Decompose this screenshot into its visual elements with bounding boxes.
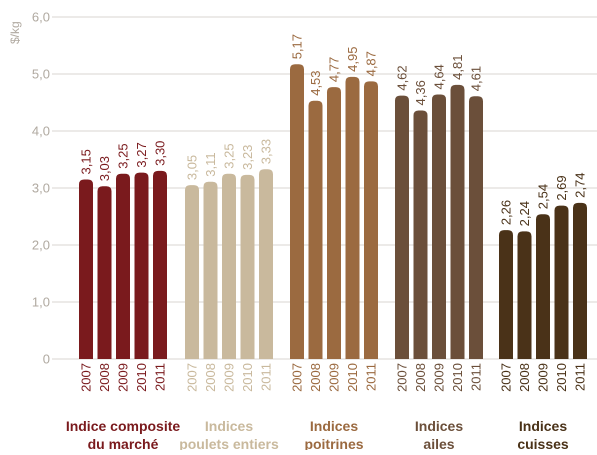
group-label: Indices bbox=[205, 418, 253, 434]
bar bbox=[185, 185, 199, 359]
bar bbox=[222, 173, 236, 359]
bar bbox=[116, 173, 130, 359]
data-label: 3,03 bbox=[97, 156, 112, 181]
group-label: Indices bbox=[415, 418, 463, 434]
bar bbox=[364, 81, 378, 359]
data-label: 3,05 bbox=[185, 155, 200, 180]
x-tick-label: 2011 bbox=[153, 363, 168, 391]
x-tick-label: 2009 bbox=[222, 363, 237, 392]
x-tick-label: 2009 bbox=[536, 363, 551, 392]
y-tick-label: 1,0 bbox=[32, 295, 50, 310]
x-tick-label: 2007 bbox=[395, 363, 410, 392]
bar bbox=[499, 230, 513, 359]
data-label: 4,61 bbox=[469, 66, 484, 91]
group-label: du marché bbox=[88, 436, 159, 450]
group-label: poulets entiers bbox=[179, 436, 279, 450]
data-label: 2,54 bbox=[536, 184, 551, 209]
bar bbox=[240, 174, 255, 359]
group-label: ailes bbox=[423, 436, 454, 450]
bar bbox=[345, 76, 360, 359]
bar bbox=[395, 95, 409, 359]
data-label: 4,64 bbox=[432, 64, 447, 89]
x-tick-label: 2011 bbox=[469, 363, 484, 391]
bar bbox=[536, 214, 550, 359]
x-tick-label: 2008 bbox=[413, 363, 428, 392]
bar bbox=[573, 202, 587, 359]
bar bbox=[97, 186, 112, 359]
group-label: Indices bbox=[519, 418, 567, 434]
data-label: 4,95 bbox=[345, 47, 360, 72]
x-tick-label: 2008 bbox=[203, 363, 218, 392]
y-tick-label: 4,0 bbox=[32, 124, 50, 139]
bar bbox=[203, 181, 218, 359]
data-label: 3,25 bbox=[116, 143, 131, 168]
bar bbox=[469, 96, 483, 359]
data-label: 3,11 bbox=[203, 152, 218, 176]
y-tick-label: 3,0 bbox=[32, 181, 50, 196]
x-tick-label: 2009 bbox=[432, 363, 447, 392]
data-label: 2,26 bbox=[499, 200, 514, 225]
data-label: 4,77 bbox=[327, 57, 342, 82]
x-tick-label: 2007 bbox=[290, 363, 305, 392]
x-tick-label: 2011 bbox=[364, 363, 379, 391]
y-tick-label: 5,0 bbox=[32, 67, 50, 82]
x-tick-label: 2011 bbox=[259, 363, 274, 391]
x-tick-label: 2007 bbox=[79, 363, 94, 392]
data-label: 4,53 bbox=[308, 70, 323, 95]
data-label: 3,23 bbox=[240, 145, 255, 170]
data-label: 3,33 bbox=[259, 139, 274, 164]
bar bbox=[79, 179, 93, 359]
x-tick-label: 2007 bbox=[185, 363, 200, 392]
y-tick-label: 6,0 bbox=[32, 10, 50, 25]
x-tick-label: 2010 bbox=[554, 363, 569, 392]
bar bbox=[308, 100, 323, 359]
data-label: 4,81 bbox=[450, 55, 465, 80]
bar bbox=[259, 169, 273, 359]
y-axis-label: $/kg bbox=[8, 21, 22, 44]
data-label: 3,25 bbox=[222, 143, 237, 168]
bar bbox=[432, 94, 446, 360]
data-label: 2,69 bbox=[554, 175, 569, 200]
x-tick-label: 2010 bbox=[450, 363, 465, 392]
x-tick-label: 2011 bbox=[573, 363, 588, 391]
bar bbox=[290, 64, 304, 359]
bar bbox=[450, 84, 465, 359]
y-tick-label: 2,0 bbox=[32, 238, 50, 253]
group-label: poitrines bbox=[304, 436, 363, 450]
data-label: 4,36 bbox=[413, 80, 428, 105]
data-label: 3,30 bbox=[153, 141, 168, 166]
data-label: 2,24 bbox=[517, 201, 532, 226]
data-label: 3,27 bbox=[134, 142, 149, 167]
x-tick-label: 2009 bbox=[327, 363, 342, 392]
group-label: Indices bbox=[310, 418, 358, 434]
data-label: 4,62 bbox=[395, 65, 410, 90]
x-tick-label: 2008 bbox=[97, 363, 112, 392]
bar bbox=[517, 231, 532, 359]
bar bbox=[327, 87, 341, 360]
x-tick-label: 2009 bbox=[116, 363, 131, 392]
bar bbox=[554, 205, 569, 359]
x-tick-label: 2008 bbox=[517, 363, 532, 392]
data-label: 3,15 bbox=[79, 149, 94, 174]
x-tick-label: 2010 bbox=[240, 363, 255, 392]
bar bbox=[134, 172, 149, 359]
data-label: 5,17 bbox=[290, 34, 305, 59]
x-tick-label: 2007 bbox=[499, 363, 514, 392]
bar bbox=[153, 170, 167, 359]
y-tick-label: 0 bbox=[43, 352, 50, 367]
group-label: cuisses bbox=[517, 436, 569, 450]
x-tick-label: 2010 bbox=[134, 363, 149, 392]
bar bbox=[413, 110, 428, 359]
group-label: Indice composite bbox=[66, 418, 181, 434]
data-label: 2,74 bbox=[573, 173, 588, 198]
x-tick-label: 2008 bbox=[308, 363, 323, 392]
x-tick-label: 2010 bbox=[345, 363, 360, 392]
data-label: 4,87 bbox=[364, 51, 379, 76]
